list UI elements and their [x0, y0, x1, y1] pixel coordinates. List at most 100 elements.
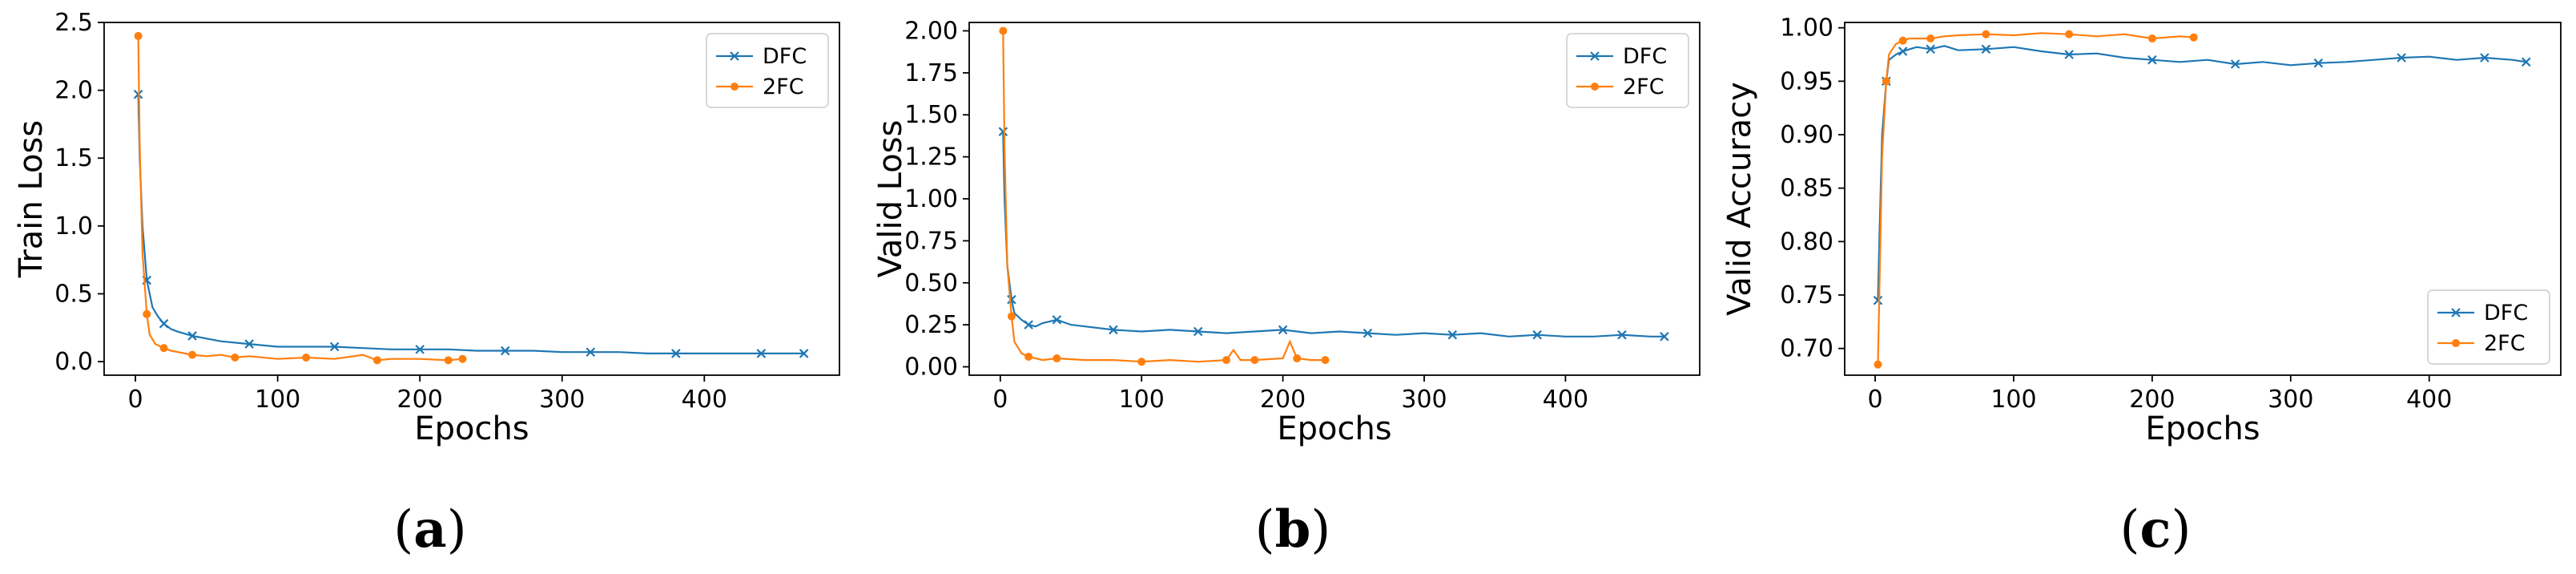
data-point-dfc — [1052, 315, 1062, 325]
data-point-2fc — [458, 354, 467, 363]
data-point-dfc — [1981, 44, 1991, 55]
data-point-dfc — [329, 342, 340, 352]
series-2fc — [1874, 30, 2198, 369]
panel-caption: (a) — [393, 499, 466, 560]
y-tick-label: 0.70 — [1780, 335, 1833, 363]
legend-label-dfc: DFC — [763, 44, 807, 69]
data-point-2fc — [1053, 354, 1061, 363]
x-tick-label: 400 — [1543, 386, 1588, 414]
series-dfc — [1873, 44, 2531, 305]
y-tick-label: 0.25 — [904, 311, 958, 339]
data-point-dfc — [586, 347, 596, 358]
data-point-dfc — [1024, 320, 1033, 329]
data-point-2fc — [2189, 33, 2198, 42]
data-point-2fc — [1293, 354, 1302, 363]
data-point-dfc — [1926, 44, 1935, 55]
data-point-dfc — [500, 346, 510, 356]
data-point-dfc — [1278, 325, 1288, 335]
x-tick-label: 100 — [255, 386, 300, 414]
x-tick-label: 200 — [397, 386, 443, 414]
series-line-dfc — [137, 94, 804, 354]
data-point-dfc — [1873, 295, 1883, 305]
y-tick-label: 0.90 — [1780, 121, 1833, 149]
caption-open-paren: ( — [2120, 500, 2140, 560]
x-tick-label: 0 — [992, 386, 1008, 414]
x-tick-label: 100 — [1990, 386, 2036, 414]
data-point-2fc — [159, 344, 168, 353]
x-axis-label: Epochs — [2145, 410, 2260, 447]
y-tick-label: 1.00 — [1780, 14, 1833, 42]
y-tick-label: 2.0 — [54, 77, 93, 105]
data-point-2fc — [1024, 352, 1033, 361]
data-point-dfc — [1362, 328, 1373, 338]
y-tick-label: 0.5 — [54, 280, 93, 308]
caption-open-paren: ( — [393, 500, 413, 560]
data-point-dfc — [1447, 329, 1458, 340]
x-tick-label: 400 — [682, 386, 727, 414]
y-axis-label: Valid Accuracy — [1721, 82, 1758, 316]
y-tick-label: 0.75 — [904, 227, 958, 255]
x-tick-label: 300 — [539, 386, 585, 414]
x-axis-label: Epochs — [414, 410, 529, 447]
data-point-dfc — [756, 349, 767, 358]
data-point-dfc — [1617, 329, 1627, 340]
y-tick-label: 0.80 — [1780, 228, 1833, 256]
legend-marker-2fc — [731, 83, 739, 91]
data-point-dfc — [1660, 332, 1669, 342]
y-tick-label: 1.75 — [904, 59, 958, 87]
x-tick-label: 400 — [2406, 386, 2452, 414]
caption-close-paren: ) — [2171, 500, 2191, 560]
series-dfc — [133, 89, 809, 358]
legend-marker-dfc — [730, 51, 739, 61]
data-point-2fc — [1882, 77, 1890, 86]
caption-letter: a — [413, 499, 446, 560]
x-tick-label: 300 — [1401, 386, 1447, 414]
data-point-2fc — [143, 309, 151, 318]
data-point-2fc — [1007, 312, 1016, 321]
data-point-2fc — [188, 350, 197, 359]
x-axis-label: Epochs — [1277, 410, 1391, 447]
data-point-dfc — [2313, 58, 2324, 68]
data-point-2fc — [999, 26, 1008, 35]
data-point-2fc — [1874, 360, 1882, 369]
data-point-dfc — [244, 339, 254, 349]
legend-label-dfc: DFC — [1623, 44, 1667, 69]
y-tick-label: 0.85 — [1780, 175, 1833, 203]
data-point-2fc — [1321, 356, 1330, 365]
data-point-2fc — [134, 31, 143, 40]
data-point-2fc — [372, 356, 381, 365]
data-point-2fc — [2147, 34, 2156, 42]
data-point-dfc — [159, 318, 169, 329]
data-point-dfc — [2480, 53, 2489, 63]
caption-close-paren: ) — [447, 500, 467, 560]
x-tick-label: 300 — [2268, 386, 2313, 414]
data-point-dfc — [2397, 53, 2406, 63]
y-tick-label: 1.0 — [54, 212, 93, 241]
legend-label-2fc: 2FC — [2484, 331, 2526, 356]
series-dfc — [998, 127, 1669, 342]
legend-label-2fc: 2FC — [763, 75, 804, 99]
caption-close-paren: ) — [1310, 500, 1330, 560]
data-point-2fc — [1137, 358, 1146, 366]
data-point-dfc — [2230, 59, 2240, 69]
data-point-2fc — [2065, 30, 2074, 38]
series-2fc — [134, 31, 467, 365]
legend-marker-2fc — [1591, 83, 1599, 91]
legend-marker-dfc — [2451, 308, 2461, 317]
data-point-dfc — [187, 331, 197, 341]
data-point-dfc — [415, 345, 425, 354]
caption-letter: b — [1275, 499, 1311, 560]
data-point-dfc — [1898, 46, 1908, 56]
y-tick-label: 1.50 — [904, 101, 958, 129]
data-point-dfc — [799, 349, 809, 358]
data-point-dfc — [2064, 50, 2074, 59]
data-point-dfc — [998, 127, 1008, 136]
chart-panel-b: 0 100 200 300 400 0.00 0.25 0.50 0.75 1.00 1.25 1.5… — [872, 17, 1701, 560]
y-tick-label: 0.0 — [54, 348, 93, 376]
data-point-2fc — [231, 354, 239, 362]
series-2fc — [999, 26, 1330, 366]
y-axis-label: Valid Loss — [872, 120, 909, 278]
x-tick-label: 0 — [128, 386, 143, 414]
legend: DFC 2FC — [706, 33, 829, 108]
